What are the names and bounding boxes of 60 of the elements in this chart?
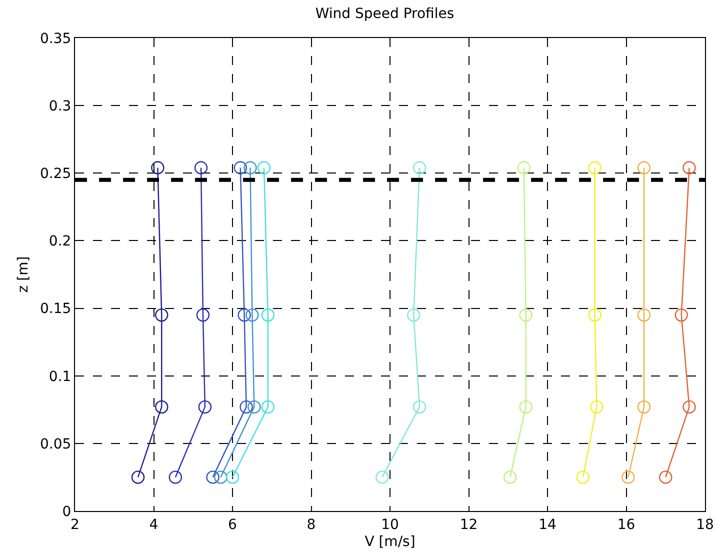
point [261, 400, 275, 414]
point [637, 308, 651, 322]
point [206, 470, 220, 484]
point [517, 161, 530, 174]
point [214, 470, 228, 484]
point [407, 308, 420, 322]
point [240, 400, 253, 414]
point [155, 308, 168, 322]
point [151, 161, 164, 174]
point [637, 400, 651, 414]
point [131, 470, 145, 484]
point [376, 470, 389, 484]
point [155, 400, 168, 414]
point [238, 308, 251, 322]
point [261, 308, 275, 322]
point [503, 470, 517, 484]
point [576, 470, 590, 484]
point [659, 470, 672, 484]
y-tick-label: 0.2 [48, 234, 72, 250]
point [244, 161, 257, 174]
point [226, 470, 240, 484]
point [198, 400, 212, 414]
y-tick-label: 0.05 [40, 436, 72, 452]
point [674, 308, 688, 322]
point [590, 400, 604, 414]
x-tick-label: 8 [306, 516, 316, 533]
point [588, 308, 602, 322]
point [622, 470, 635, 484]
point [246, 308, 259, 322]
x-tick-label: 2 [70, 516, 80, 533]
point [637, 161, 651, 174]
point [194, 161, 208, 174]
point [248, 400, 261, 414]
chart-title: Wind Speed Profiles [315, 6, 454, 22]
x-tick-label: 4 [149, 516, 158, 533]
x-tick-label: 14 [538, 516, 556, 533]
y-tick-label: 0.35 [40, 30, 72, 47]
x-tick-label: 12 [460, 516, 478, 533]
y-tick-label: 0.25 [40, 166, 72, 182]
point [588, 161, 602, 174]
y-tick-label: 0.15 [40, 301, 72, 318]
point [412, 400, 426, 414]
point [519, 400, 532, 414]
y-tick-label: 0.1 [48, 368, 72, 385]
x-tick-label: 10 [381, 516, 399, 533]
y-axis-title: z [m] [16, 256, 32, 293]
x-tick-label: 6 [228, 516, 238, 533]
x-tick-label: 16 [617, 516, 636, 533]
point [257, 161, 271, 174]
y-tick-label: 0 [62, 504, 72, 520]
x-axis-title: V [m/s] [364, 534, 416, 550]
point [168, 470, 182, 484]
point [196, 308, 210, 322]
point [519, 308, 532, 322]
point [682, 400, 696, 414]
point [234, 161, 247, 174]
point [412, 161, 426, 174]
x-tick-label: 18 [696, 516, 714, 533]
y-tick-label: 0.3 [48, 98, 72, 114]
point [682, 161, 696, 174]
